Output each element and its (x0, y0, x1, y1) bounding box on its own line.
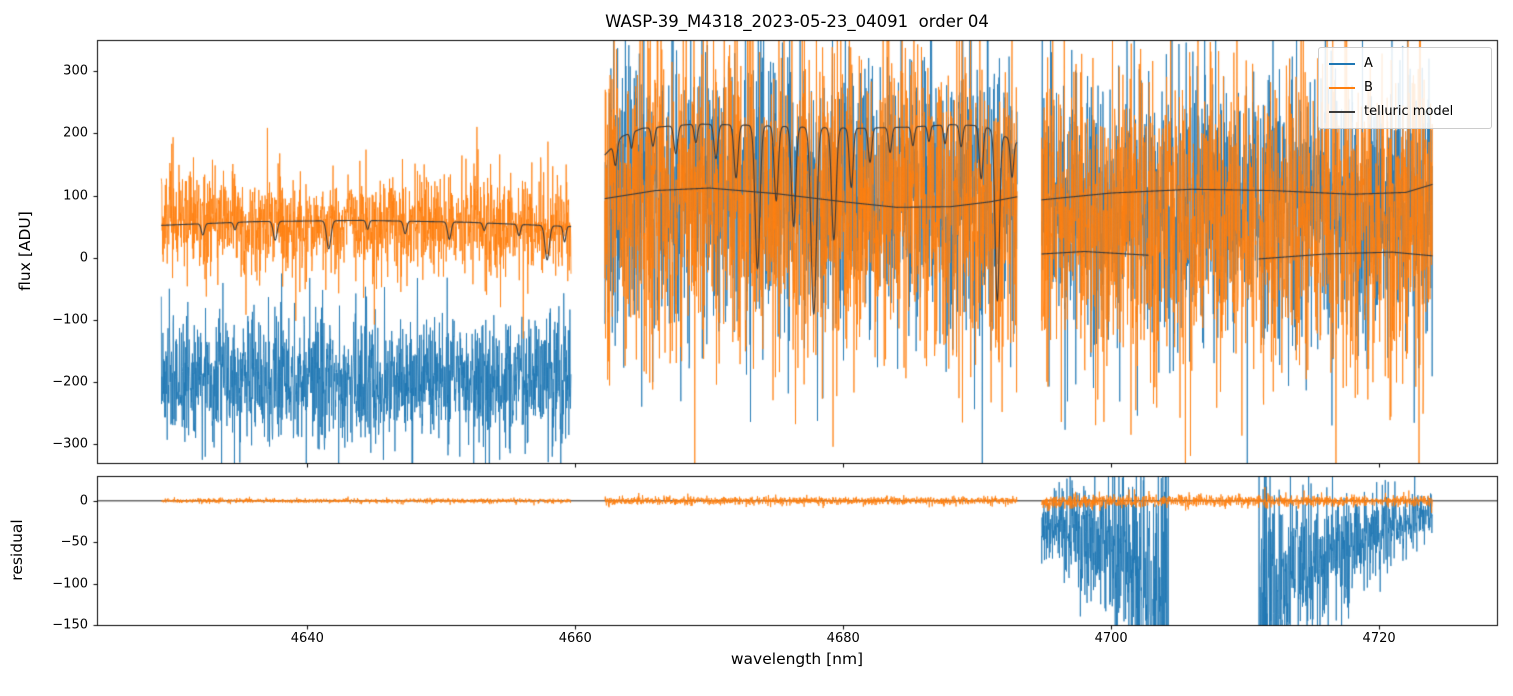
x-tick-label: 4720 (1362, 631, 1396, 646)
residual-axis-label: residual (8, 519, 26, 581)
legend-line-swatch (1329, 111, 1355, 113)
y-tick-label: −300 (52, 436, 88, 452)
y-tick-label: 200 (63, 125, 88, 141)
x-tick-label: 4700 (1094, 631, 1128, 646)
legend-label: B (1364, 80, 1373, 95)
legend-line-swatch (1329, 87, 1355, 89)
wavelength-axis-label: wavelength [nm] (730, 650, 864, 668)
y-tick-label: −100 (52, 312, 88, 328)
x-tick-label: 4640 (290, 631, 324, 646)
figure-title: WASP-39_M4318_2023-05-23_04091 order 04 (605, 12, 989, 31)
y-tick-label: −150 (52, 617, 88, 633)
y-tick-label: 0 (79, 250, 88, 266)
x-tick-label: 4660 (558, 631, 592, 646)
legend-line-swatch (1329, 63, 1355, 65)
y-tick-label: −100 (52, 576, 88, 592)
legend-item-b: B (1329, 80, 1481, 96)
y-tick-label: −50 (60, 534, 88, 550)
legend-item-a: A (1329, 56, 1481, 72)
x-tick-label: 4680 (826, 631, 860, 646)
legend-item-telluric-model: telluric model (1329, 104, 1481, 120)
y-tick-label: 300 (63, 63, 88, 79)
legend-label: telluric model (1364, 104, 1454, 119)
y-tick-label: −200 (52, 374, 88, 390)
y-tick-label: 100 (63, 188, 88, 203)
y-tick-label: 0 (79, 493, 88, 509)
legend-label: A (1364, 56, 1373, 71)
